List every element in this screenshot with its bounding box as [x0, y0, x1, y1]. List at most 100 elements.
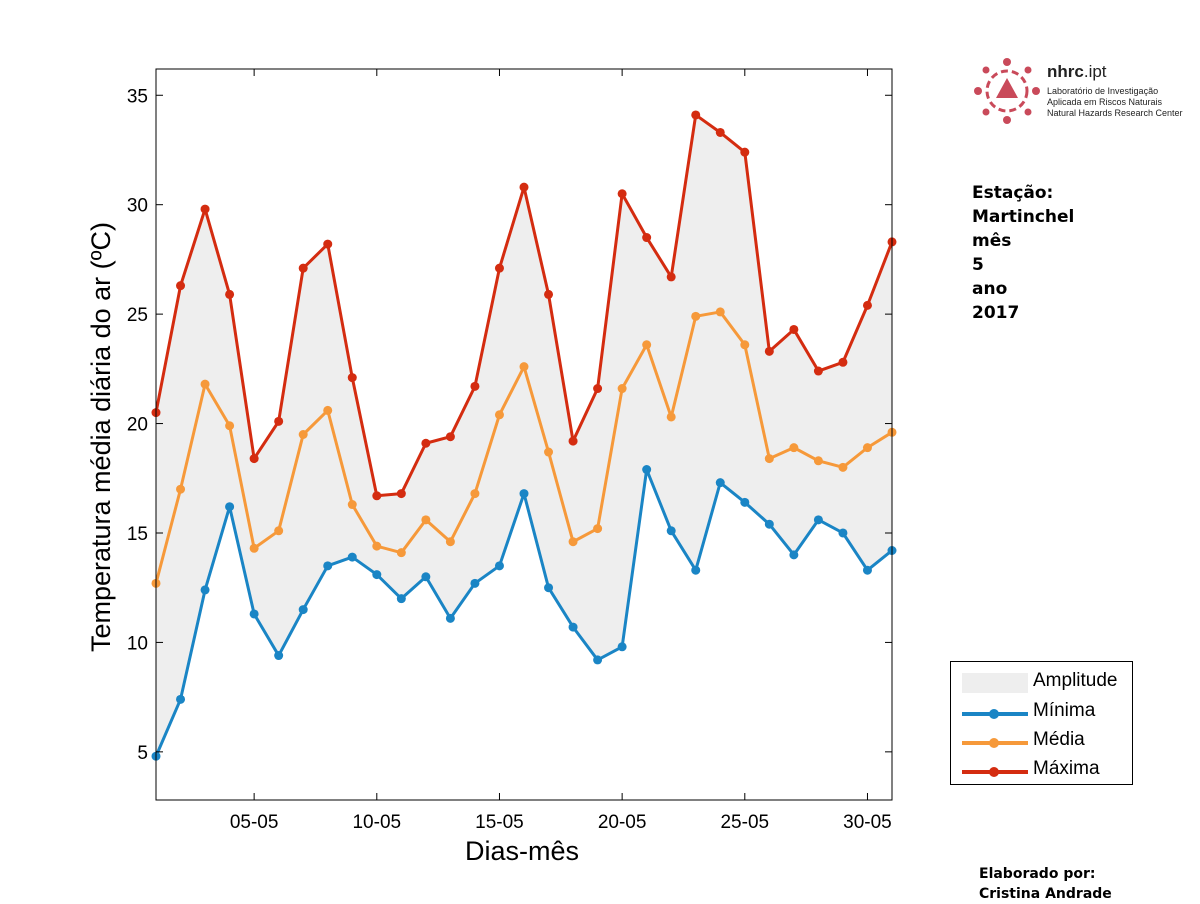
data-point-media [176, 484, 186, 494]
x-axis-label: Dias-mês [465, 836, 579, 866]
data-point-maxima [568, 436, 578, 446]
legend: Amplitude Mínima Média Máxima [950, 661, 1133, 785]
data-point-maxima [372, 491, 382, 501]
data-point-minima [176, 694, 186, 704]
data-point-media [274, 526, 284, 536]
station-label: Estação: [972, 183, 1054, 203]
data-point-maxima [789, 324, 799, 334]
data-point-maxima [519, 182, 529, 192]
data-point-maxima [225, 289, 235, 299]
data-point-maxima [274, 416, 284, 426]
data-point-minima [249, 609, 259, 619]
data-point-minima [396, 594, 406, 604]
data-point-media [519, 362, 529, 372]
data-point-minima [445, 613, 455, 623]
x-tick-label: 25-05 [720, 812, 769, 833]
data-point-maxima [764, 346, 774, 356]
data-point-media [249, 543, 259, 553]
month-value: 5 [972, 255, 984, 275]
data-point-minima [568, 622, 578, 632]
data-point-media [200, 379, 210, 389]
legend-label-amplitude: Amplitude [1033, 670, 1118, 691]
data-point-minima [789, 550, 799, 560]
data-point-minima [494, 561, 504, 571]
legend-item-minima: Mínima [951, 698, 1132, 722]
y-tick-label: 5 [137, 743, 148, 764]
data-point-maxima [298, 263, 308, 273]
legend-swatch-amplitude [962, 673, 1028, 693]
data-point-media [862, 443, 872, 453]
data-point-media [445, 537, 455, 547]
data-point-maxima [249, 454, 259, 464]
data-point-maxima [544, 289, 554, 299]
data-point-media [666, 412, 676, 422]
data-point-minima [715, 478, 725, 488]
data-point-media [421, 515, 431, 525]
data-point-minima [274, 651, 284, 661]
legend-marker-minima [989, 709, 999, 719]
data-point-maxima [396, 489, 406, 499]
x-tick-label: 15-05 [475, 812, 524, 833]
legend-item-maxima: Máxima [951, 756, 1132, 780]
plot-frame [155, 68, 893, 801]
station-name: Martinchel [972, 207, 1075, 227]
data-point-minima [323, 561, 333, 571]
data-point-minima [838, 528, 848, 538]
data-point-maxima [691, 110, 701, 120]
legend-marker-maxima [989, 767, 999, 777]
logo-subtitle: Laboratório de Investigação Aplicada em … [1047, 86, 1183, 118]
data-point-minima [862, 565, 872, 575]
legend-label-media: Média [1033, 729, 1085, 750]
data-point-minima [666, 526, 676, 536]
station-info: Estação: Martinchel mês 5 ano 2017 [972, 181, 1074, 325]
nhrc-logo: nhrc.ipt Laboratório de Investigação Apl… [973, 56, 1188, 126]
data-point-minima [225, 502, 235, 512]
data-point-maxima [176, 281, 186, 291]
y-tick-label: 30 [127, 196, 148, 217]
data-point-maxima [862, 300, 872, 310]
data-point-maxima [470, 381, 480, 391]
logo-emblem-icon [974, 58, 1040, 124]
y-tick-label: 10 [127, 633, 148, 654]
data-point-media [740, 340, 750, 350]
logo-title: nhrc.ipt [1047, 62, 1107, 81]
data-point-media [494, 410, 504, 420]
data-point-maxima [421, 438, 431, 448]
y-tick-label: 15 [127, 524, 148, 545]
amplitude-area [156, 114, 892, 757]
data-point-media [715, 307, 725, 317]
data-point-media [470, 489, 480, 499]
x-tick-label: 10-05 [352, 812, 401, 833]
author-label: Elaborado por: [979, 866, 1096, 882]
data-point-maxima [200, 204, 210, 214]
data-point-maxima [617, 189, 627, 199]
y-tick-label: 25 [127, 305, 148, 326]
data-point-minima [764, 519, 774, 529]
data-point-media [617, 384, 627, 394]
legend-marker-media [989, 738, 999, 748]
data-point-minima [813, 515, 823, 525]
data-point-maxima [813, 366, 823, 376]
data-point-media [347, 500, 357, 510]
legend-label-maxima: Máxima [1033, 758, 1100, 779]
data-point-media [838, 462, 848, 472]
data-point-media [789, 443, 799, 453]
data-point-media [642, 340, 652, 350]
y-axis-label: Temperatura média diária do ar (ºC) [86, 222, 116, 652]
data-point-minima [740, 497, 750, 507]
data-point-maxima [347, 373, 357, 383]
data-point-maxima [666, 272, 676, 282]
data-point-media [396, 548, 406, 558]
data-point-media [813, 456, 823, 466]
data-point-minima [642, 465, 652, 475]
data-point-minima [298, 605, 308, 615]
data-point-minima [200, 585, 210, 595]
legend-item-media: Média [951, 727, 1132, 751]
year-value: 2017 [972, 303, 1020, 323]
data-point-media [372, 541, 382, 551]
data-point-maxima [323, 239, 333, 249]
data-point-maxima [494, 263, 504, 273]
month-label: mês [972, 231, 1012, 251]
data-point-media [593, 524, 603, 534]
